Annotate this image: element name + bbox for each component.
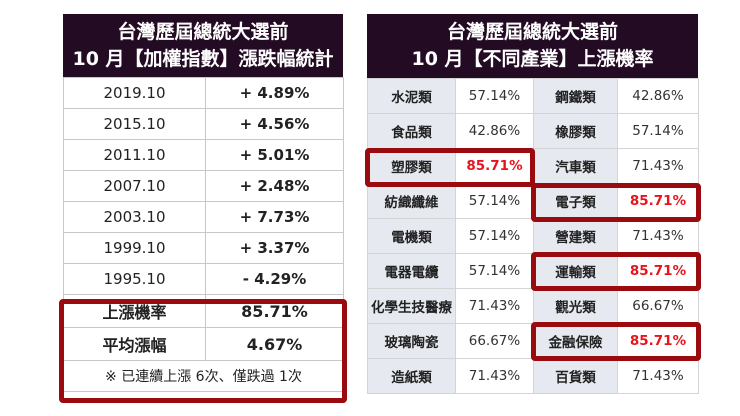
industry-value-highlighted: 85.71%	[617, 323, 699, 359]
index-table-title-line2: 10 月【加權指數】漲跌幅統計	[72, 48, 334, 70]
industry-label: 運輸類	[533, 253, 618, 289]
index-table-body: 2019.10 + 4.89% 2015.10 + 4.56% 2011.10 …	[63, 77, 344, 392]
period-cell: 2003.10	[63, 201, 206, 233]
table-row: 1995.10 - 4.29%	[63, 263, 344, 295]
change-cell: - 4.29%	[205, 263, 344, 295]
table-row: 2019.10 + 4.89%	[63, 77, 344, 109]
summary-note: ※ 已連續上漲 6次、僅跌過 1次	[63, 360, 344, 392]
table-row: 2011.10 + 5.01%	[63, 139, 344, 171]
avg-rise-label: 平均漲幅	[63, 327, 206, 361]
industry-value: 57.14%	[455, 253, 534, 289]
table-row: 電機類 57.14% 營建類 71.43%	[367, 218, 699, 254]
table-row: 1999.10 + 3.37%	[63, 232, 344, 264]
period-cell: 1999.10	[63, 232, 206, 264]
table-row: 電器電纜 57.14% 運輸類 85.71%	[367, 253, 699, 289]
period-cell: 2015.10	[63, 108, 206, 140]
table-row: 2003.10 + 7.73%	[63, 201, 344, 233]
industry-label: 百貨類	[533, 358, 618, 394]
industry-rise-table: 台灣歷屆總統大選前 10 月【不同產業】上漲機率 水泥類 57.14% 鋼鐵類 …	[367, 14, 699, 394]
industry-value: 71.43%	[455, 358, 534, 394]
industry-table-title-line1: 台灣歷屆總統大選前	[446, 21, 618, 43]
change-cell: + 7.73%	[205, 201, 344, 233]
industry-label: 水泥類	[367, 78, 456, 114]
industry-label: 電子類	[533, 183, 618, 219]
table-row: 2007.10 + 2.48%	[63, 170, 344, 202]
industry-value: 66.67%	[617, 288, 699, 324]
industry-label: 造紙類	[367, 358, 456, 394]
industry-label: 化學生技醫療	[367, 288, 456, 324]
industry-table-header: 台灣歷屆總統大選前 10 月【不同產業】上漲機率	[367, 14, 698, 78]
change-cell: + 4.89%	[205, 77, 344, 109]
industry-label: 營建類	[533, 218, 618, 254]
industry-value: 71.43%	[617, 358, 699, 394]
industry-label: 食品類	[367, 113, 456, 149]
summary-note-row: ※ 已連續上漲 6次、僅跌過 1次	[63, 360, 344, 392]
index-table-title-line1: 台灣歷屆總統大選前	[117, 21, 289, 43]
industry-label: 汽車類	[533, 148, 618, 184]
index-table-header: 台灣歷屆總統大選前 10 月【加權指數】漲跌幅統計	[63, 14, 343, 77]
industry-value-highlighted: 85.71%	[617, 253, 699, 289]
industry-value: 42.86%	[617, 78, 699, 114]
change-cell: + 3.37%	[205, 232, 344, 264]
table-row: 2015.10 + 4.56%	[63, 108, 344, 140]
industry-label: 橡膠類	[533, 113, 618, 149]
table-row: 食品類 42.86% 橡膠類 57.14%	[367, 113, 699, 149]
table-row: 塑膠類 85.71% 汽車類 71.43%	[367, 148, 699, 184]
table-row: 玻璃陶瓷 66.67% 金融保險 85.71%	[367, 323, 699, 359]
industry-label: 電器電纜	[367, 253, 456, 289]
period-cell: 2007.10	[63, 170, 206, 202]
industry-table-body: 水泥類 57.14% 鋼鐵類 42.86% 食品類 42.86% 橡膠類 57.…	[367, 78, 699, 394]
industry-label: 塑膠類	[367, 148, 456, 184]
industry-label: 紡織纖維	[367, 183, 456, 219]
table-row: 化學生技醫療 71.43% 觀光類 66.67%	[367, 288, 699, 324]
industry-table-title-line2: 10 月【不同產業】上漲機率	[411, 48, 654, 70]
table-row: 紡織纖維 57.14% 電子類 85.71%	[367, 183, 699, 219]
change-cell: + 2.48%	[205, 170, 344, 202]
period-cell: 2019.10	[63, 77, 206, 109]
period-cell: 2011.10	[63, 139, 206, 171]
industry-value: 42.86%	[455, 113, 534, 149]
period-cell: 1995.10	[63, 263, 206, 295]
industry-label: 觀光類	[533, 288, 618, 324]
industry-value: 71.43%	[617, 148, 699, 184]
industry-value: 71.43%	[455, 288, 534, 324]
table-row: 水泥類 57.14% 鋼鐵類 42.86%	[367, 78, 699, 114]
rise-rate-label: 上漲機率	[63, 294, 206, 328]
industry-label: 玻璃陶瓷	[367, 323, 456, 359]
industry-label: 金融保險	[533, 323, 618, 359]
industry-value-highlighted: 85.71%	[455, 148, 534, 184]
change-cell: + 5.01%	[205, 139, 344, 171]
industry-label: 鋼鐵類	[533, 78, 618, 114]
industry-value: 57.14%	[617, 113, 699, 149]
change-cell: + 4.56%	[205, 108, 344, 140]
industry-value: 71.43%	[617, 218, 699, 254]
industry-value: 66.67%	[455, 323, 534, 359]
industry-value: 57.14%	[455, 78, 534, 114]
table-row: 造紙類 71.43% 百貨類 71.43%	[367, 358, 699, 394]
industry-value-highlighted: 85.71%	[617, 183, 699, 219]
avg-rise-value: 4.67%	[205, 327, 344, 361]
summary-row-avg-rise: 平均漲幅 4.67%	[63, 327, 344, 361]
index-change-table: 台灣歷屆總統大選前 10 月【加權指數】漲跌幅統計 2019.10 + 4.89…	[63, 14, 344, 392]
industry-value: 57.14%	[455, 183, 534, 219]
industry-value: 57.14%	[455, 218, 534, 254]
rise-rate-value: 85.71%	[205, 294, 344, 328]
industry-label: 電機類	[367, 218, 456, 254]
summary-row-rise-rate: 上漲機率 85.71%	[63, 294, 344, 328]
